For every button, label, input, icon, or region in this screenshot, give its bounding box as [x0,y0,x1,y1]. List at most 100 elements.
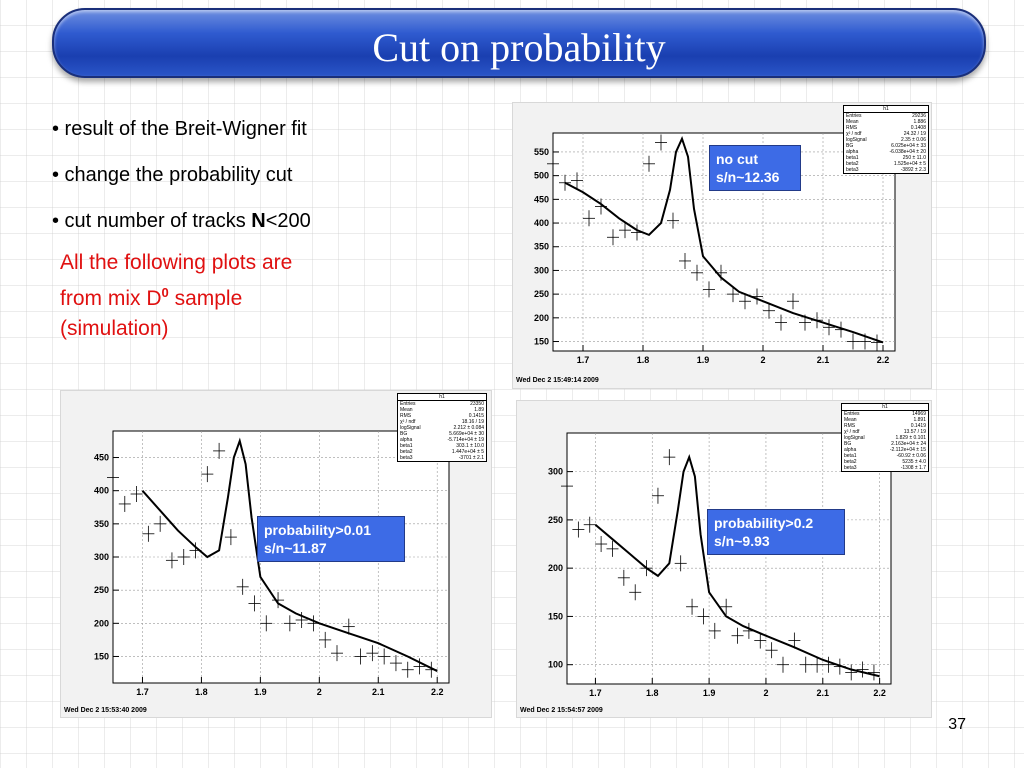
y-tick-label: 200 [548,563,563,573]
stats-row: beta3 -3892 ± 2.3 [844,167,928,173]
stats-key: RMS [846,125,858,131]
stats-value: 250 ± 11.0 [902,155,926,161]
stats-value: 1.886 [913,119,926,125]
stats-key: Entries [400,401,416,407]
stats-row: beta2 1.447e+04 ± 5 [398,449,486,455]
note-line: (simulation) [60,317,169,340]
y-tick-label: 150 [94,651,109,661]
y-tick-label: 100 [548,660,563,670]
stats-key: BG [844,441,852,447]
stats-key: beta3 [400,455,413,461]
plot-frame [566,432,892,685]
x-tick-label: 2.2 [877,355,890,365]
stats-row: χ² / ndf 24.32 / 19 [844,131,928,137]
note-line: All the following plots are [60,251,293,274]
y-tick-label: 550 [534,147,549,157]
stats-value: -2.112e+04 ± 15 [889,447,926,453]
stats-value: -3701 ± 2.1 [458,455,484,461]
y-tick-label: 300 [548,467,563,477]
stats-row: alpha -6.038e+04 ± 20 [844,149,928,155]
stats-row: BG 5.669e+04 ± 30 [398,431,486,437]
fit-curve [594,454,880,678]
stats-key: beta2 [844,459,857,465]
page-number: 37 [948,716,966,733]
stats-value: 1.89 [474,407,484,413]
x-tick-label: 2 [760,355,765,365]
note-text: from mix D [60,287,162,310]
stats-row: beta1 303.1 ± 10.0 [398,443,486,449]
cut-label: probability>0.2 s/n~9.93 [707,509,845,555]
stats-key: χ² / ndf [846,131,862,137]
stats-value: -6.038e+04 ± 20 [889,149,926,155]
y-tick-label: 350 [94,519,109,529]
stats-row: RMS 0.1419 [842,423,928,429]
fit-curve [564,135,884,344]
stats-row: Entries 29236 [844,113,928,119]
stats-row: logSignal 2.212 ± 0.084 [398,425,486,431]
y-tick-label: 450 [534,194,549,204]
plot-timestamp: Wed Dec 2 15:49:14 2009 [516,377,599,384]
plot-timestamp: Wed Dec 2 15:54:57 2009 [520,707,603,714]
stats-key: alpha [844,447,857,453]
stats-key: logSignal [844,435,865,441]
stats-value: 0.1415 [468,413,484,419]
stats-value: 5.669e+04 ± 30 [449,431,484,437]
stats-row: alpha -2.112e+04 ± 15 [842,447,928,453]
stats-value: 13.57 / 19 [903,429,926,435]
stats-value: 6.025e+04 ± 33 [891,143,926,149]
stats-row: beta2 5235 ± 4.0 [842,459,928,465]
bullet-suffix-text: <200 [265,210,311,232]
stats-key: Entries [846,113,862,119]
y-tick-label: 300 [94,552,109,562]
stats-row: RMS 0.1408 [844,125,928,131]
bullet-text: • result of the Breit-Wigner fit [52,118,307,140]
stats-key: RMS [400,413,412,419]
stats-value: 23350 [470,401,484,407]
stats-key: χ² / ndf [844,429,860,435]
x-tick-label: 1.9 [254,687,267,697]
red-note: All the following plots are from mix D0 … [60,248,360,344]
stats-value: 5235 ± 4.0 [902,459,926,465]
y-tick-label: 450 [94,453,109,463]
cut-label: probability>0.01 s/n~11.87 [257,516,405,562]
y-tick-label: 150 [548,611,563,621]
x-tick-label: 1.8 [646,688,659,698]
title-bar: Cut on probability [52,8,986,78]
stats-row: Mean 1.89 [398,407,486,413]
stats-row: logSignal 2.35 ± 0.06 [844,137,928,143]
y-tick-label: 400 [534,218,549,228]
stats-row: Entries 14969 [842,411,928,417]
stats-value: -60.92 ± 0.06 [896,453,926,459]
stats-value: 2.163e+04 ± 24 [891,441,926,447]
stats-box: h1 Entries 29236 Mean 1.886 RMS 0.1408 χ² / nd… [843,105,929,174]
cut-label-line2: s/n~12.36 [716,169,780,185]
stats-box: h1 Entries 14969 Mean 1.891 RMS 0.1419 χ² / nd… [841,403,929,472]
stats-key: BG [846,143,854,149]
x-tick-label: 2.1 [372,687,385,697]
plot-timestamp: Wed Dec 2 15:53:40 2009 [64,707,147,714]
cut-label-line2: s/n~9.93 [714,533,770,549]
stats-row: alpha -5.714e+04 ± 19 [398,437,486,443]
cut-label-line2: s/n~11.87 [264,540,327,556]
stats-value: -3892 ± 2.3 [900,167,926,173]
stats-row: beta3 -3701 ± 2.1 [398,455,486,461]
stats-title: h1 [842,404,928,411]
bullet-item: • result of the Breit-Wigner fit [52,118,311,164]
stats-key: beta2 [400,449,413,455]
y-tick-label: 400 [94,486,109,496]
note-superscript: 0 [161,285,169,300]
note-line: from mix D0 sample [60,278,360,314]
bullet-item: • cut number of tracks N<200 [52,210,311,256]
stats-key: Mean [846,119,859,125]
stats-value: 29236 [912,113,926,119]
stats-row: χ² / ndf 13.57 / 19 [842,429,928,435]
stats-key: beta2 [846,161,859,167]
bullet-text: • cut number of tracks [52,210,252,232]
stats-value: 1.891 [913,417,926,423]
x-tick-label: 1.9 [703,688,716,698]
stats-key: beta3 [844,465,857,471]
stats-row: logSignal 1.829 ± 0.101 [842,435,928,441]
stats-key: RMS [844,423,856,429]
y-tick-label: 250 [94,585,109,595]
stats-value: 24.32 / 19 [903,131,926,137]
